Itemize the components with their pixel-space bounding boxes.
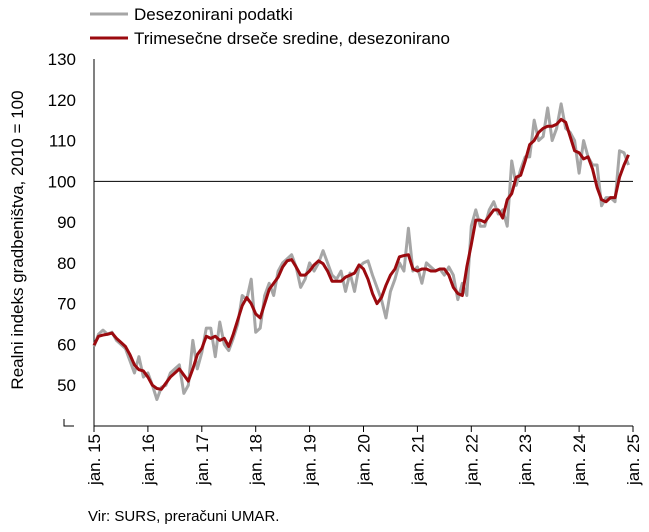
x-tick-label: jan. 22 xyxy=(462,434,481,486)
x-tick-label: jan. 20 xyxy=(355,434,374,486)
x-tick-label: jan. 17 xyxy=(193,434,212,486)
y-tick-label: 80 xyxy=(57,254,76,273)
series-line-seasonally-adjusted xyxy=(92,102,630,401)
x-tick-label: jan. 19 xyxy=(301,434,320,486)
y-tick-label: 60 xyxy=(57,335,76,354)
x-tick-label: jan. 15 xyxy=(85,434,104,486)
x-axis: jan. 15 jan. 16 jan. 17 jan. 18 jan. 19 jan. … xyxy=(85,426,643,486)
x-tick-label: jan. 25 xyxy=(624,434,643,486)
y-axis: 50 60 70 80 90 100 110 120 130 xyxy=(48,50,76,395)
y-tick-label: 110 xyxy=(49,132,76,151)
source-note: Vir: SURS, preračuni UMAR. xyxy=(88,508,280,525)
x-tick-label: jan. 24 xyxy=(570,434,589,486)
y-axis-title: Realni indeks gradbeništva, 2010 = 100 xyxy=(8,90,27,389)
x-tick-label: jan. 18 xyxy=(247,434,266,486)
y-tick-label: 120 xyxy=(48,91,76,110)
series-group xyxy=(92,102,630,401)
y-tick-label: 50 xyxy=(57,376,76,395)
x-tick-label: jan. 21 xyxy=(408,434,427,486)
legend-label-seasonally-adjusted: Desezonirani podatki xyxy=(134,5,293,24)
legend-label-moving-average: Trimesečne drseče sredine, desezonirano xyxy=(134,29,450,48)
x-tick-label: jan. 23 xyxy=(516,434,535,486)
y-tick-label: 100 xyxy=(48,172,76,191)
plot-frame xyxy=(63,59,633,427)
series-line-moving-average xyxy=(92,117,630,391)
y-tick-label: 70 xyxy=(57,295,76,314)
x-tick-label: jan. 16 xyxy=(139,434,158,486)
y-tick-label: 90 xyxy=(57,213,76,232)
y-tick-label: 130 xyxy=(48,50,76,69)
axis-break-mark xyxy=(63,419,74,427)
legend: Desezonirani podatki Trimesečne drseče s… xyxy=(90,5,450,48)
